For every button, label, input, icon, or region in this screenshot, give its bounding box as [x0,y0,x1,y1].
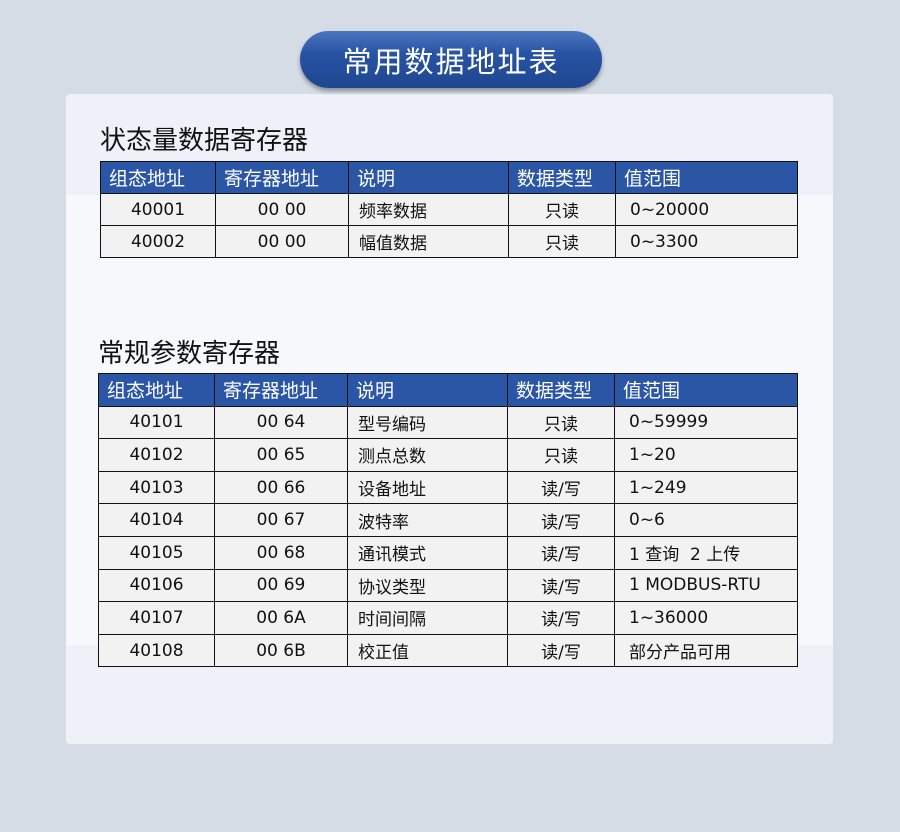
table-row: 40001 00 00 频率数据 只读 0~20000 [100,193,798,226]
table-cell: 1~249 [614,470,798,505]
table-cell: 部分产品可用 [614,633,798,668]
table-cell: 40103 [98,470,215,505]
table-cell: 1 MODBUS-RTU [614,568,798,603]
table-cell: 40106 [98,568,215,603]
table-header-row: 组态地址 寄存器地址 说明 数据类型 值范围 [98,373,798,407]
table-row: 40102 00 65 测点总数 只读 1~20 [98,438,798,472]
table-cell: 40105 [98,535,215,570]
table-cell: 00 00 [215,193,349,226]
table-cell: 读/写 [507,470,615,505]
column-header: 寄存器地址 [215,161,349,194]
table-cell: 1 查询 2 上传 [614,535,798,570]
table-cell: 0~59999 [614,405,798,440]
table-cell: 波特率 [347,503,508,537]
table-cell: 00 00 [215,225,349,258]
table-row: 40108 00 6B 校正值 读/写 部分产品可用 [98,633,798,668]
table-cell: 校正值 [347,633,508,668]
section-title-status: 状态量数据寄存器 [100,126,309,156]
table-cell: 00 66 [214,470,348,505]
table-cell: 设备地址 [347,470,508,505]
column-header: 说明 [348,161,509,194]
table-cell: 0~20000 [615,193,798,226]
table-cell: 读/写 [507,503,615,537]
table-cell: 00 68 [214,535,348,570]
table-cell: 40104 [98,503,215,537]
column-header: 值范围 [614,373,798,407]
column-header: 组态地址 [100,161,216,194]
table-cell: 读/写 [507,601,615,635]
table-cell: 40101 [98,405,215,440]
table-cell: 通讯模式 [347,535,508,570]
table-cell: 00 6A [214,601,348,635]
table-cell: 读/写 [507,535,615,570]
table-cell: 只读 [507,405,615,440]
page-title: 常用数据地址表 [300,31,602,88]
table-row: 40107 00 6A 时间间隔 读/写 1~36000 [98,601,798,635]
table-cell: 40001 [100,193,216,226]
table-cell: 40102 [98,438,215,472]
table-cell: 只读 [508,225,616,258]
table-cell: 协议类型 [347,568,508,603]
column-header: 组态地址 [98,373,215,407]
table-header-row: 组态地址 寄存器地址 说明 数据类型 值范围 [100,161,798,194]
table-cell: 读/写 [507,633,615,668]
column-header: 说明 [347,373,508,407]
table-cell: 频率数据 [348,193,509,226]
table-cell: 00 65 [214,438,348,472]
table-cell: 测点总数 [347,438,508,472]
table-cell: 幅值数据 [348,225,509,258]
table-cell: 0~3300 [615,225,798,258]
table-cell: 只读 [508,193,616,226]
table-row: 40104 00 67 波特率 读/写 0~6 [98,503,798,537]
table-row: 40105 00 68 通讯模式 读/写 1 查询 2 上传 [98,535,798,570]
param-register-table: 组态地址 寄存器地址 说明 数据类型 值范围 40101 00 64 型号编码 只读 0~5999… [98,373,798,668]
column-header: 数据类型 [508,161,616,194]
table-cell: 00 69 [214,568,348,603]
table-cell: 读/写 [507,568,615,603]
table-cell: 00 6B [214,633,348,668]
section-title-params: 常规参数寄存器 [98,339,281,369]
column-header: 值范围 [615,161,798,194]
table-cell: 型号编码 [347,405,508,440]
table-cell: 00 64 [214,405,348,440]
table-cell: 1~20 [614,438,798,472]
table-cell: 0~6 [614,503,798,537]
table-row: 40101 00 64 型号编码 只读 0~59999 [98,405,798,440]
table-cell: 40002 [100,225,216,258]
column-header: 寄存器地址 [214,373,348,407]
table-row: 40103 00 66 设备地址 读/写 1~249 [98,470,798,505]
table-cell: 时间间隔 [347,601,508,635]
table-row: 40002 00 00 幅值数据 只读 0~3300 [100,225,798,258]
table-cell: 只读 [507,438,615,472]
table-cell: 00 67 [214,503,348,537]
table-row: 40106 00 69 协议类型 读/写 1 MODBUS-RTU [98,568,798,603]
column-header: 数据类型 [507,373,615,407]
status-register-table: 组态地址 寄存器地址 说明 数据类型 值范围 40001 00 00 频率数据 只读 0~2000… [100,161,798,258]
table-cell: 40108 [98,633,215,668]
table-cell: 40107 [98,601,215,635]
table-cell: 1~36000 [614,601,798,635]
